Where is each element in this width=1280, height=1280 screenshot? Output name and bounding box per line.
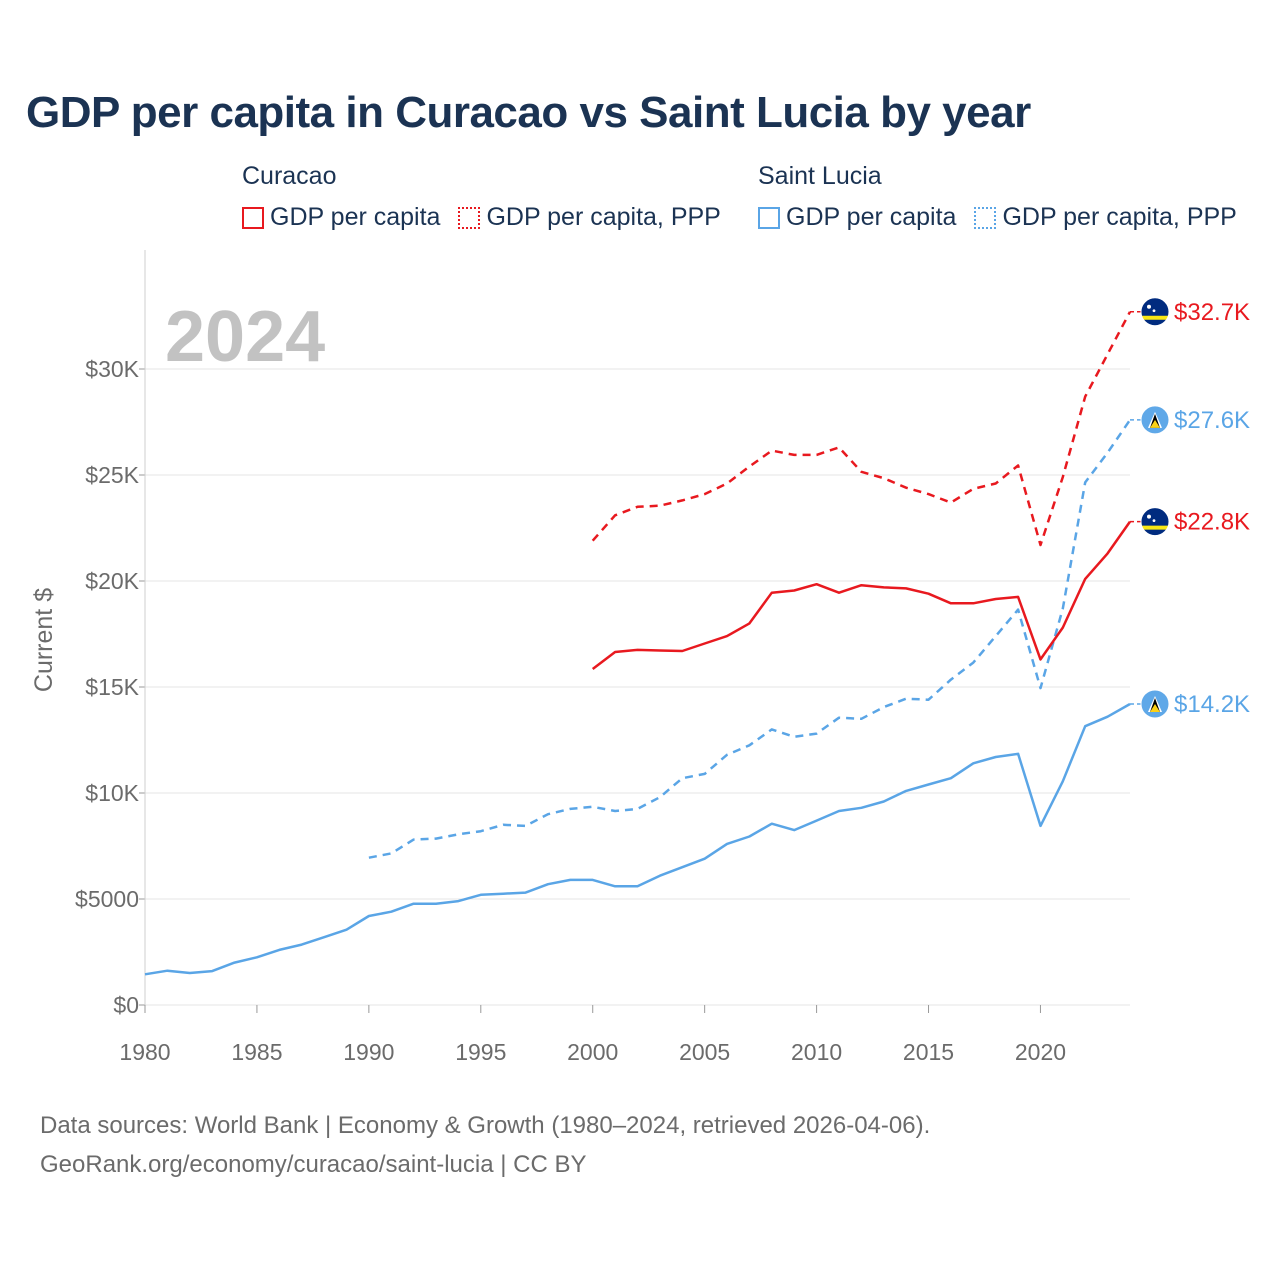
footer: Data sources: World Bank | Economy & Gro… [40,1106,930,1184]
end-value-label: $27.6K [1174,407,1250,434]
y-tick-label: $30K [85,356,139,382]
legend-item-saint-lucia-gdp[interactable]: GDP per capita [758,203,956,232]
legend-item-label: GDP per capita, PPP [486,203,721,231]
legend-item-saint-lucia-gdp-ppp[interactable]: GDP per capita, PPP [974,203,1237,232]
gridlines [145,368,1130,1006]
end-value-label: $22.8K [1174,509,1250,536]
legend-swatch-solid [242,206,264,229]
legend-item-curacao-gdp-ppp[interactable]: GDP per capita, PPP [458,203,721,232]
x-tick-label: 1995 [455,1039,506,1065]
footer-attribution: GeoRank.org/economy/curacao/saint-lucia … [40,1151,587,1178]
legend-swatch-solid [758,206,780,229]
series-line[interactable] [591,520,1132,670]
end-value-label: $32.7K [1174,299,1250,326]
saint-lucia-flag-icon [1140,405,1170,435]
series-line[interactable] [368,419,1132,859]
legend-item-label: GDP per capita [786,203,957,231]
series-line[interactable] [144,702,1131,976]
x-tick-label: 1985 [231,1039,282,1065]
x-tick-label: 2020 [1015,1039,1066,1065]
chart-title: GDP per capita in Curacao vs Saint Lucia… [26,88,1031,137]
y-tick-label: $10K [85,780,139,806]
legend-group-saint-lucia: Saint Lucia GDP per capita GDP per capit… [758,162,1237,232]
x-tick-label: 2000 [567,1039,618,1065]
end-labels: $32.7K $27.6K $22.8K $14.2K [1130,297,1250,719]
saint-lucia-flag-icon [1140,689,1170,719]
x-tick-label: 1990 [343,1039,394,1065]
curacao-flag-icon [1140,297,1170,327]
x-tick-label: 2010 [791,1039,842,1065]
legend-group-curacao: Curacao GDP per capita GDP per capita, P… [242,162,721,232]
x-tick-label: 1980 [119,1039,170,1065]
y-tick-label: $0 [113,992,139,1018]
legend-swatch-dotted [458,206,481,229]
y-axis-label: Current $ [30,588,58,692]
legend-swatch-dotted [974,206,997,229]
y-tick-label: $25K [85,462,139,488]
y-tick-label: $20K [85,568,139,594]
y-tick-label: $15K [85,674,139,700]
y-tick-label: $5000 [75,886,139,912]
legend-item-curacao-gdp[interactable]: GDP per capita [242,203,440,232]
legend-item-label: GDP per capita [270,203,441,231]
legend-group-name: Curacao [242,162,337,190]
series [144,311,1132,976]
year-watermark: 2024 [165,297,326,377]
axes: $0 $5000 $10K $15K $20K $25K $30K 1980 1985 1990 1… [75,250,1066,1065]
footer-source: Data sources: World Bank | Economy & Gro… [40,1112,931,1139]
legend-group-name: Saint Lucia [758,162,882,190]
end-value-label: $14.2K [1174,691,1250,718]
legend-item-label: GDP per capita, PPP [1002,203,1237,231]
series-line[interactable] [591,311,1132,547]
curacao-flag-icon [1140,507,1170,537]
x-tick-label: 2015 [903,1039,954,1065]
x-tick-label: 2005 [679,1039,730,1065]
